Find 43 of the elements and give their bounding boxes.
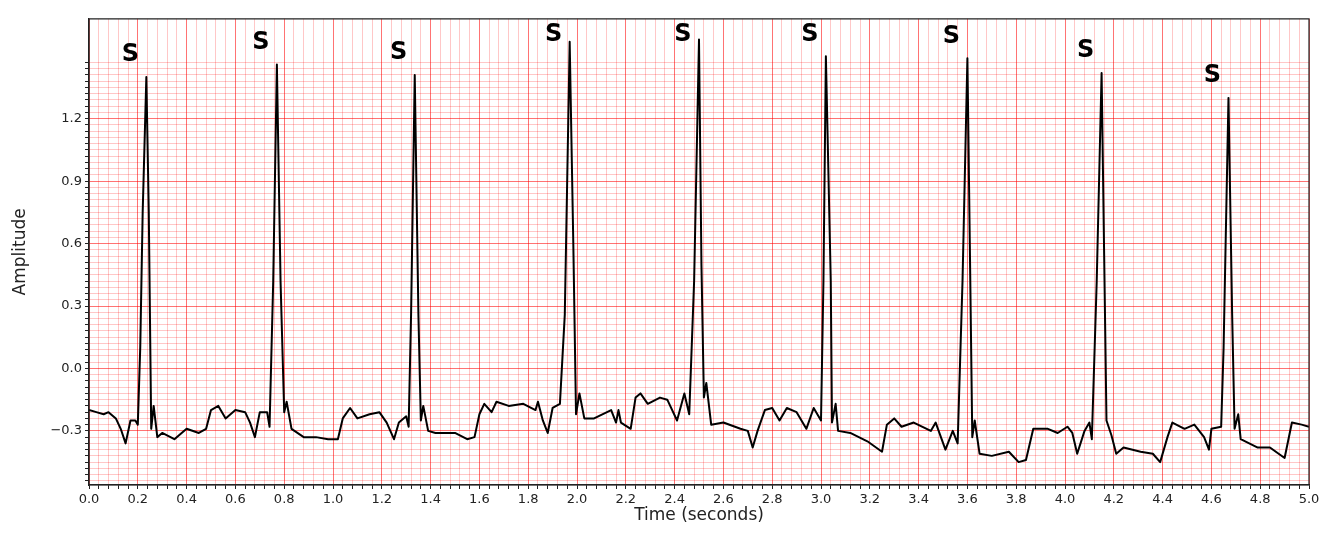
- x-tick-label: 1.4: [420, 491, 441, 507]
- x-tick-label: 0.6: [225, 491, 246, 507]
- x-tick-label: 2.6: [713, 491, 734, 507]
- x-tick-label: 0.8: [273, 491, 295, 507]
- annotation: S: [1076, 35, 1095, 64]
- x-tick-label: 0.4: [176, 491, 197, 507]
- x-tick-label: 3.2: [859, 491, 881, 507]
- x-tick-label: 4.8: [1249, 491, 1271, 507]
- x-tick-label: 1.2: [371, 491, 393, 507]
- x-tick-label: 3.6: [957, 491, 978, 507]
- y-axis-title: Amplitude: [8, 208, 29, 296]
- y-tick-label: 0.6: [61, 234, 82, 250]
- x-tick-label: 1.0: [322, 491, 344, 507]
- x-tick-label: 3.4: [908, 491, 929, 507]
- y-tick-label: 0.3: [61, 297, 82, 313]
- annotation: S: [1203, 60, 1222, 89]
- x-tick-label: 4.2: [1103, 491, 1125, 507]
- x-tick-label: 2.8: [761, 491, 783, 507]
- x-tick-label: 2.0: [566, 491, 588, 507]
- x-tick-label: 1.8: [517, 491, 539, 507]
- x-tick-label: 4.4: [1152, 491, 1173, 507]
- x-tick-label: 2.4: [664, 491, 685, 507]
- y-tick-label: 0.9: [61, 172, 82, 188]
- y-tick-label: 0.0: [61, 359, 82, 375]
- x-tick-label: 3.0: [810, 491, 832, 507]
- x-tick-label: 1.6: [469, 491, 490, 507]
- x-tick-label: 3.8: [1005, 491, 1027, 507]
- x-tick-label: 5.0: [1298, 491, 1320, 507]
- y-tick-label: −0.3: [50, 422, 82, 438]
- annotation: S: [121, 39, 139, 68]
- x-tick-label: 4.6: [1201, 491, 1222, 507]
- annotation: S: [942, 20, 961, 49]
- x-tick-label: 2.2: [615, 491, 637, 507]
- annotation: S: [252, 26, 270, 55]
- annotation: S: [801, 19, 819, 48]
- x-axis-title: Time (seconds): [633, 504, 764, 525]
- y-tick-label: 1.2: [61, 110, 82, 126]
- annotation: S: [674, 19, 692, 48]
- x-tick-label: 4.0: [1054, 491, 1076, 507]
- x-tick-label: 0.2: [127, 491, 149, 507]
- annotation: S: [545, 19, 563, 48]
- annotation: S: [390, 37, 408, 66]
- x-tick-label: 0.0: [78, 491, 100, 507]
